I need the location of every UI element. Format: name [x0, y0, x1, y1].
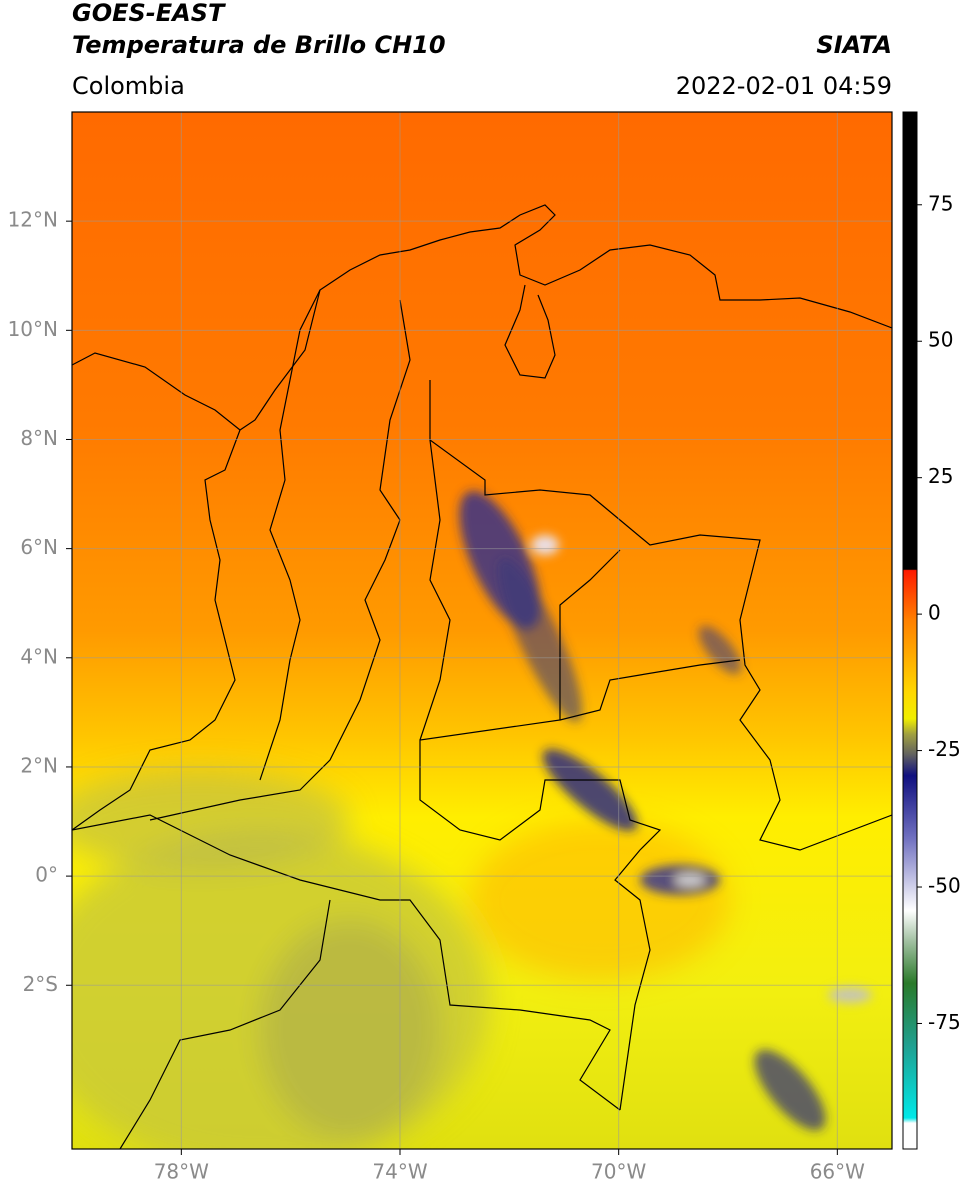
convection — [459, 491, 872, 1131]
colorbar-tick-label: 25 — [928, 464, 953, 488]
y-tick-label: 12°N — [8, 208, 58, 232]
colorbar — [902, 111, 918, 1150]
borders — [72, 204, 892, 1149]
timestamp: 2022-02-01 04:59 — [676, 72, 892, 100]
subtitle: Temperatura de Brillo CH10 — [72, 31, 446, 59]
x-tick-label: 70°W — [591, 1160, 646, 1184]
x-tick-label: 66°W — [810, 1160, 865, 1184]
x-tick-label: 74°W — [372, 1160, 427, 1184]
x-tick-label: 78°W — [154, 1160, 209, 1184]
y-tick-label: 8°N — [20, 426, 58, 450]
colorbar-tick-label: 75 — [928, 191, 953, 215]
grid — [72, 112, 892, 1149]
source: SIATA — [816, 31, 892, 59]
colorbar-tick-label: 50 — [928, 328, 953, 352]
y-tick-label: 2°N — [20, 753, 58, 777]
y-tick-label: 2°S — [23, 972, 58, 996]
region: Colombia — [72, 72, 185, 100]
colorbar-tick-label: -75 — [928, 1010, 961, 1034]
cloud-field — [72, 770, 730, 1149]
y-tick-label: 4°N — [20, 644, 58, 668]
y-tick-label: 10°N — [8, 317, 58, 341]
y-tick-label: 0° — [35, 863, 58, 887]
colorbar-tick-label: -25 — [928, 737, 961, 761]
colorbar-tick-label: -50 — [928, 874, 961, 898]
map-image — [72, 112, 892, 1149]
title: GOES-EAST — [72, 0, 226, 27]
map-frame — [71, 111, 893, 1150]
colorbar-tick-label: 0 — [928, 601, 941, 625]
y-tick-label: 6°N — [20, 535, 58, 559]
